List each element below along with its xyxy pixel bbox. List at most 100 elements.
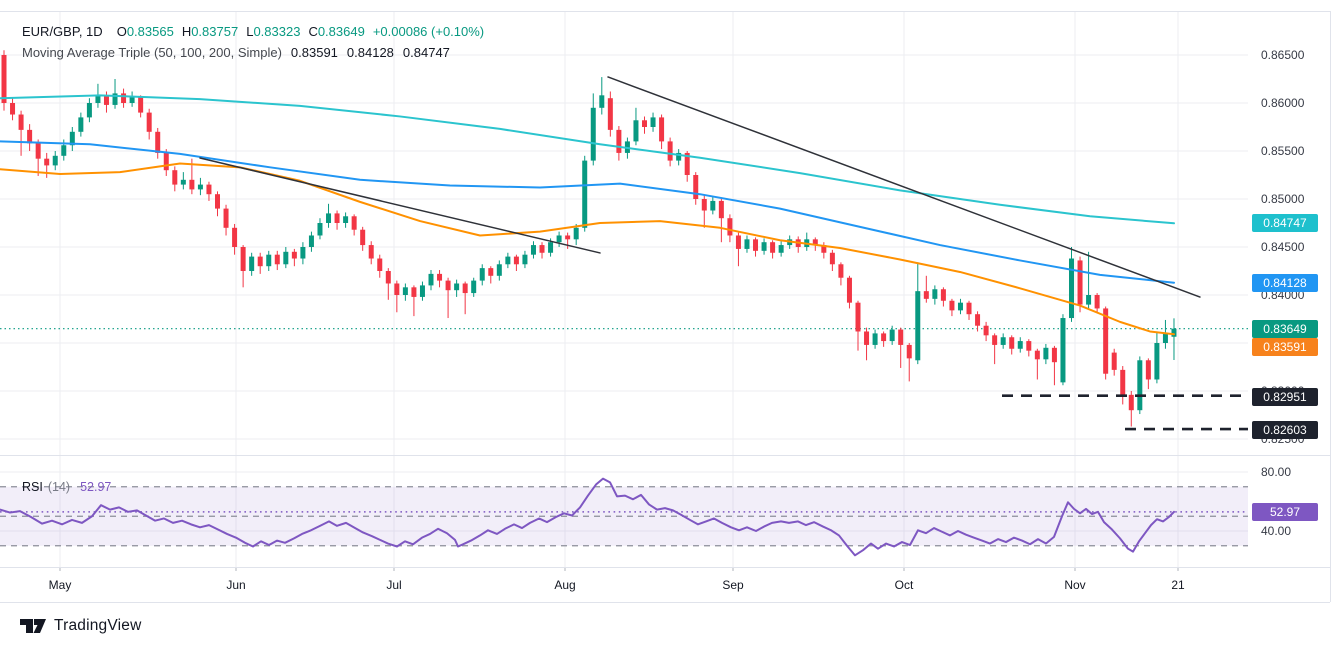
candle[interactable] [864,327,870,361]
candle[interactable] [334,210,340,230]
candle[interactable] [778,241,784,257]
candle[interactable] [1086,251,1092,309]
candle[interactable] [821,242,827,259]
candle[interactable] [266,250,272,271]
candle[interactable] [881,331,887,347]
candle[interactable] [360,226,366,251]
candle[interactable] [872,329,878,349]
pane-separator[interactable] [0,455,1330,456]
candle[interactable] [69,127,75,151]
candle[interactable] [855,300,861,351]
candle[interactable] [163,149,169,176]
candle[interactable] [616,126,622,161]
candle[interactable] [1145,358,1151,390]
candle[interactable] [291,248,297,267]
candle[interactable] [240,245,246,288]
candle[interactable] [479,264,485,286]
candle[interactable] [462,281,468,315]
candle[interactable] [1043,343,1049,365]
candle[interactable] [650,112,656,132]
candle[interactable] [18,110,24,156]
candle[interactable] [1051,345,1057,386]
candle[interactable] [753,237,759,257]
candle[interactable] [368,241,374,265]
candle[interactable] [522,250,528,269]
candle[interactable] [975,311,981,332]
candle[interactable] [556,231,562,247]
candle[interactable] [10,97,16,121]
candle[interactable] [539,242,545,259]
tradingview-logo-link[interactable]: TradingView [20,617,142,635]
candle[interactable] [180,172,186,190]
candle[interactable] [129,91,135,107]
candle[interactable] [274,250,280,271]
candle[interactable] [377,254,383,278]
candle[interactable] [1120,366,1126,405]
candle[interactable] [35,139,41,176]
candle[interactable] [633,107,639,146]
candle[interactable] [906,343,912,382]
candle[interactable] [1162,319,1168,349]
candle[interactable] [197,177,203,196]
candle[interactable] [573,223,579,246]
candle[interactable] [582,155,588,232]
candle[interactable] [735,232,741,267]
candle[interactable] [326,203,332,228]
candle[interactable] [505,252,511,269]
candle[interactable] [659,114,665,150]
candle[interactable] [804,232,810,251]
candle[interactable] [667,137,673,167]
candle[interactable] [146,108,152,140]
candle[interactable] [1077,256,1083,313]
candle[interactable] [1171,318,1177,360]
candle[interactable] [300,242,306,265]
candle[interactable] [445,277,451,319]
candle[interactable] [112,79,118,109]
candle[interactable] [249,252,255,276]
candle[interactable] [992,333,998,365]
candle[interactable] [770,240,776,259]
candle[interactable] [385,268,391,300]
candle[interactable] [1,50,7,111]
candle[interactable] [923,275,929,303]
candle[interactable] [1103,306,1109,380]
candle[interactable] [846,275,852,309]
candle[interactable] [599,77,605,115]
candle[interactable] [343,212,349,228]
ma-indicator-legend[interactable]: Moving Average Triple (50, 100, 200, Sim… [22,45,450,60]
candle[interactable] [1128,391,1134,427]
candle[interactable] [983,321,989,342]
candle[interactable] [454,279,460,297]
candle[interactable] [949,298,955,317]
candle[interactable] [1000,333,1006,349]
candle[interactable] [496,260,502,281]
candle[interactable] [642,116,647,134]
candle[interactable] [44,152,50,178]
candle[interactable] [138,95,144,118]
candle[interactable] [530,241,536,259]
candle[interactable] [206,181,212,201]
candle[interactable] [317,218,323,240]
candle[interactable] [676,149,682,166]
candle[interactable] [957,298,963,315]
candle[interactable] [1060,314,1066,386]
candle[interactable] [394,280,400,313]
candle[interactable] [1111,348,1117,376]
candle[interactable] [940,287,946,307]
rsi-indicator-legend[interactable]: RSI (14) 52.97 [22,480,111,494]
candle[interactable] [1069,247,1074,322]
candle[interactable] [838,262,844,286]
candle[interactable] [829,249,835,271]
candle[interactable] [257,252,263,274]
candle[interactable] [1094,293,1100,313]
candle[interactable] [437,270,443,288]
candle[interactable] [727,214,733,243]
candle[interactable] [1017,337,1023,353]
candle[interactable] [761,238,767,255]
candle[interactable] [27,124,33,151]
candle[interactable] [155,127,161,159]
candle[interactable] [428,270,434,291]
candle[interactable] [701,195,707,228]
candle[interactable] [898,327,904,368]
candle[interactable] [1137,356,1143,415]
